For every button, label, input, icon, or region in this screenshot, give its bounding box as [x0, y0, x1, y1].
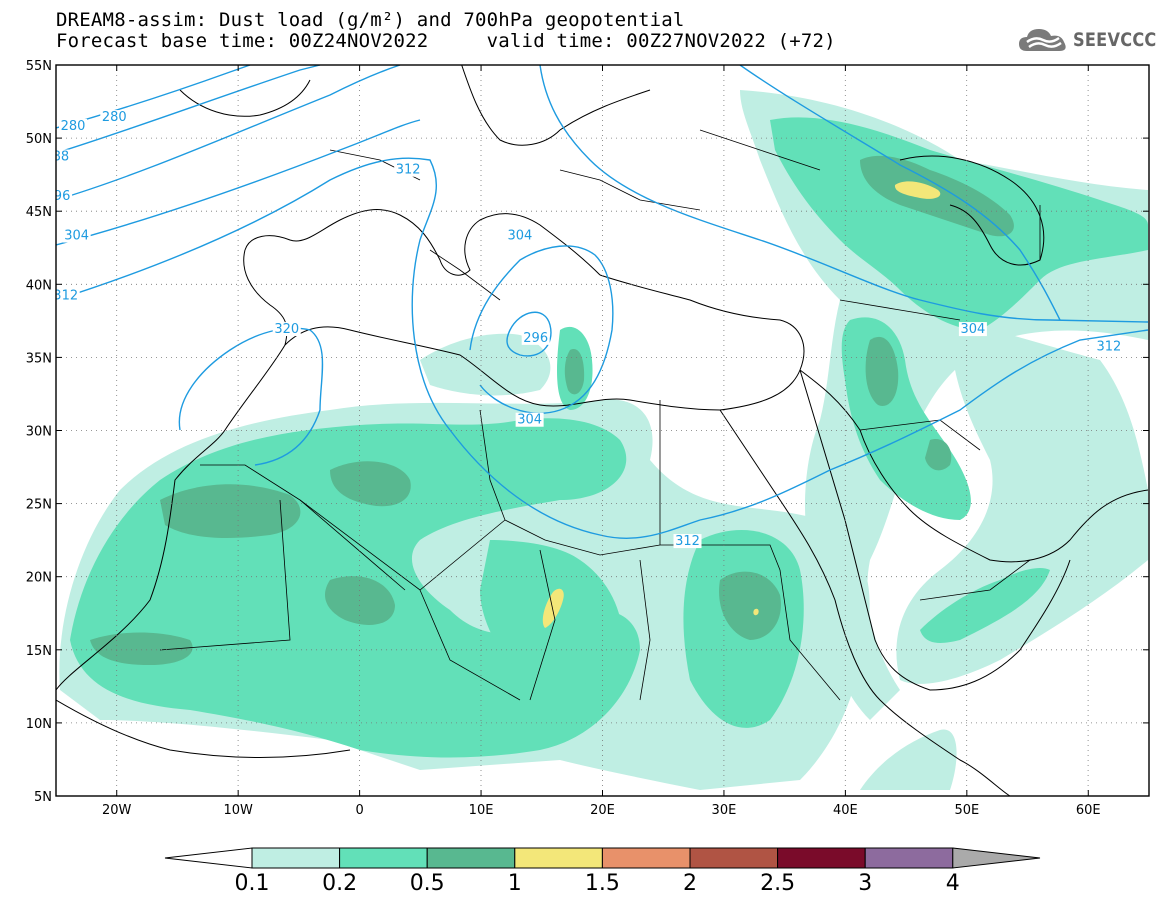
lat-tick-label: 45N — [26, 205, 52, 220]
lon-tick-label: 20E — [590, 803, 615, 818]
lon-tick-label: 40E — [833, 803, 858, 818]
dust-class-1-1.5 — [542, 181, 941, 628]
contour-label: 280 — [61, 119, 86, 134]
longitude-axis: 20W 10W 0 10E 20E 30E 40E 50E 60E — [102, 65, 1101, 818]
lon-tick-label: 30E — [712, 803, 737, 818]
legend-value-label: 0.2 — [322, 871, 357, 896]
lat-tick-label: 55N — [26, 59, 52, 74]
legend-color-box — [864, 847, 954, 869]
lat-tick-label: 30N — [26, 425, 52, 440]
contour-label: 304 — [64, 229, 89, 244]
contour-label: 312 — [675, 534, 700, 549]
legend-color-box — [426, 847, 516, 869]
contour-label: 296 — [523, 331, 548, 346]
contour-label-bg — [272, 322, 301, 337]
legend-value-label: 2 — [683, 871, 697, 896]
contour-label-bg — [505, 228, 534, 243]
contour-label: 320 — [274, 322, 299, 337]
lon-tick-label: 10W — [223, 803, 253, 818]
contour-label: 312 — [1097, 340, 1122, 355]
forecast-time-line: Forecast base time: 00Z24NOV2022 valid t… — [56, 30, 836, 52]
legend-value-label: 3 — [858, 871, 872, 896]
legend-color-box — [601, 847, 691, 869]
lon-tick-label: 50E — [954, 803, 979, 818]
contour-label-bg — [673, 534, 702, 549]
contour-label-bg — [958, 322, 987, 337]
contour-label: 312 — [53, 288, 78, 303]
legend-value-label: 1 — [508, 871, 522, 896]
contour-label-bg — [62, 228, 91, 243]
lat-tick-label: 50N — [26, 132, 52, 147]
graticule — [56, 65, 1149, 796]
lat-tick-label: 35N — [26, 351, 52, 366]
lon-tick-label: 60E — [1076, 803, 1101, 818]
contour-label: 312 — [396, 163, 421, 178]
lat-tick-label: 40N — [26, 278, 52, 293]
map-title: DREAM8-assim: Dust load (g/m²) and 700hP… — [56, 9, 685, 31]
lon-tick-label: 0 — [355, 803, 363, 818]
lon-tick-label: 20W — [102, 803, 132, 818]
legend-value-label: 4 — [946, 871, 960, 896]
contour-label-bg — [100, 110, 129, 125]
contour-label-bg — [56, 288, 80, 303]
lat-tick-label: 5N — [34, 790, 52, 805]
contour-label-bg — [56, 149, 71, 164]
contour-label: 88 — [53, 150, 70, 165]
lat-tick-label: 10N — [26, 717, 52, 732]
contour-label: 304 — [508, 229, 533, 244]
contour-label: 280 — [102, 110, 127, 125]
contour-label-bg — [56, 189, 73, 204]
legend-color-box — [689, 847, 779, 869]
legend-color-box — [514, 847, 603, 869]
legend-color-box — [251, 847, 341, 869]
contour-labels: 280 280 88 96 304 312 312 320 304 296 304 312 304 312 — [53, 110, 1123, 549]
contour-label-bg — [59, 118, 88, 133]
contour-label-bg — [515, 412, 544, 427]
geopotential-contours — [56, 65, 1149, 539]
lon-tick-label: 10E — [469, 803, 494, 818]
legend-upper-triangle — [952, 847, 1041, 869]
legend-color-box — [777, 847, 866, 869]
lat-tick-label: 25N — [26, 498, 52, 513]
seevccc-logo: SEEVCCC — [1017, 25, 1165, 55]
contour-label-bg — [394, 162, 423, 177]
legend-lower-triangle — [164, 847, 253, 869]
contour-label: 304 — [517, 413, 542, 428]
legend-value-label: 1.5 — [585, 871, 620, 896]
cloud-icon — [1019, 29, 1066, 51]
logo-text: SEEVCCC — [1073, 29, 1157, 51]
contour-label-bg — [1094, 339, 1123, 354]
lat-tick-label: 20N — [26, 571, 52, 586]
latitude-axis: 55N 50N 45N 40N 35N 30N 25N 20N 15N 10N 5N — [26, 59, 1149, 805]
dust-class-0.5-1 — [90, 155, 1014, 665]
legend-value-label: 2.5 — [760, 871, 795, 896]
legend-value-label: 0.5 — [410, 871, 445, 896]
country-borders — [159, 129, 1041, 701]
contour-label: 304 — [960, 322, 985, 337]
contour-label-bg — [521, 330, 550, 345]
dust-field: 280 280 88 96 304 312 312 320 304 296 304 312 304 312 — [53, 65, 1149, 796]
legend-color-box — [339, 847, 428, 869]
color-legend: 0.1 0.2 0.5 1 1.5 2 2.5 3 4 — [164, 847, 1041, 896]
contour-label: 96 — [54, 189, 71, 204]
legend-value-label: 0.1 — [235, 871, 270, 896]
lat-tick-label: 15N — [26, 644, 52, 659]
